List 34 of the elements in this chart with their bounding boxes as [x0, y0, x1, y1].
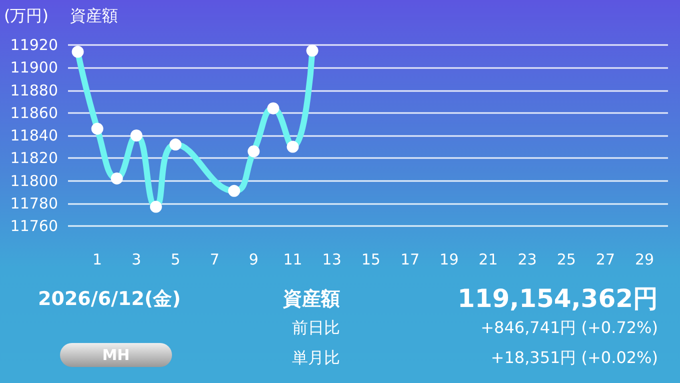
y-tick-label: 11900 [10, 58, 58, 77]
y-tick-label: 11840 [10, 126, 58, 144]
x-tick-label: 5 [170, 250, 180, 268]
y-tick-label: 11780 [10, 194, 58, 212]
x-tick-label: 27 [596, 250, 616, 268]
x-tick-label: 3 [132, 250, 142, 268]
chart-title: 資産額 [70, 6, 118, 27]
y-axis-title: (万円) [4, 6, 48, 27]
x-tick-label: 15 [361, 250, 380, 268]
text: +846,741円 (+0.72%) [480, 318, 658, 339]
x-tick-label: 13 [322, 250, 342, 268]
y-tick-label: 11760 [10, 217, 58, 235]
text: 単月比 [292, 348, 340, 369]
x-tick-label: 9 [248, 250, 258, 268]
x-tick-label: 17 [400, 250, 420, 268]
y-tick-label: 11820 [10, 149, 58, 168]
text: 2026/6/12(金) [38, 287, 181, 312]
text: 119,154,362円 [457, 283, 658, 315]
x-tick-label: 21 [478, 250, 498, 268]
y-tick-label: 11860 [10, 104, 58, 122]
x-tick-label: 1 [92, 250, 102, 268]
x-tick-label: 23 [518, 250, 537, 268]
x-tick-label: 7 [210, 250, 220, 268]
text: 前日比 [292, 318, 340, 339]
text: 資産額 [283, 287, 340, 312]
y-tick-label: 11920 [10, 36, 58, 54]
x-tick-label: 25 [556, 250, 576, 268]
x-tick-label: 29 [635, 250, 654, 268]
y-tick-label: 11800 [10, 172, 58, 190]
y-tick-label: 11880 [10, 81, 58, 100]
text: +18,351円 (+0.02%) [490, 348, 658, 369]
mh-button: MH [60, 343, 172, 367]
x-tick-label: 11 [283, 250, 302, 268]
x-tick-label: 19 [440, 250, 459, 268]
